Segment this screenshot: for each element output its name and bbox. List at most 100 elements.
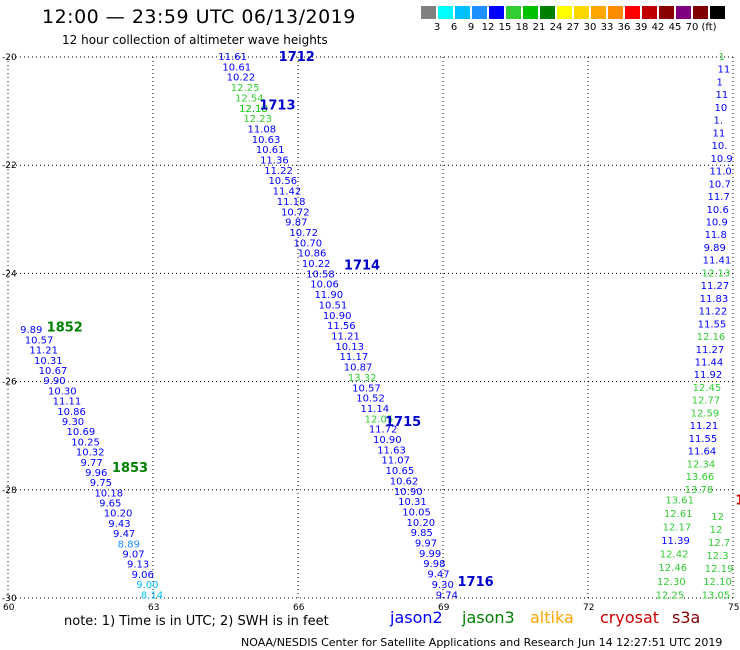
swh-value: 12.7 <box>708 538 730 549</box>
swh-value: 10.13 <box>335 342 364 353</box>
swh-value: 10.90 <box>394 487 423 498</box>
swh-value: 1. <box>714 116 724 127</box>
swh-value: 9.89 <box>20 325 42 336</box>
footer-credit: NOAA/NESDIS Center for Satellite Applica… <box>241 636 575 649</box>
lon-tick-label: 60 <box>3 603 15 613</box>
swh-value: 11 <box>718 65 731 76</box>
swh-value: 10 <box>715 103 728 114</box>
swh-value: 10.61 <box>222 62 251 73</box>
swh-value: 11.61 <box>218 52 247 63</box>
legend-label: 3 <box>433 22 441 33</box>
swh-value: 11.55 <box>689 434 718 445</box>
swh-value: 11 <box>713 128 726 139</box>
legend-label: 70 <box>685 22 699 33</box>
pass-label: 1712 <box>279 50 315 65</box>
satellite-name: altika <box>530 608 574 627</box>
swh-value: 10.57 <box>25 335 54 346</box>
legend-label: (ft) <box>701 22 717 33</box>
pass-label: 1852 <box>47 321 83 336</box>
swh-value: 13.66 <box>686 472 715 483</box>
swh-value: 11.08 <box>248 124 277 135</box>
swh-value: 10.72 <box>281 207 310 218</box>
swh-value: 10.90 <box>373 435 402 446</box>
swh-value: 11.42 <box>273 187 302 198</box>
legend-label: 33 <box>600 22 614 33</box>
legend-label: 24 <box>549 22 563 33</box>
swh-value: 11.63 <box>377 445 406 456</box>
swh-value: 9.74 <box>436 590 458 601</box>
footer-note: note: 1) Time is in UTC; 2) SWH is in fe… <box>64 614 329 629</box>
legend-swatch <box>472 6 488 19</box>
legend-label: 36 <box>617 22 631 33</box>
legend-swatch <box>523 6 539 19</box>
legend-label: 45 <box>668 22 682 33</box>
swh-value: 12.25 <box>231 83 260 94</box>
swh-value: 9.43 <box>108 519 130 530</box>
swh-value: 10.20 <box>406 518 435 529</box>
swh-value: 9.13 <box>127 560 149 571</box>
swh-value: 12.16 <box>697 332 726 343</box>
swh-value: 10.25 <box>71 437 100 448</box>
satellite-name: jason2 <box>390 608 443 627</box>
lat-tick-label: -26 <box>2 378 17 388</box>
swh-value: 10.87 <box>344 363 373 374</box>
legend-swatch <box>438 6 454 19</box>
swh-value: 10.86 <box>57 407 86 418</box>
swh-value: 12.45 <box>693 383 722 394</box>
pass-label: 1714 <box>344 258 380 273</box>
legend-swatch <box>421 6 437 19</box>
swh-value: 10.62 <box>390 476 419 487</box>
swh-value: 11.41 <box>703 256 732 267</box>
swh-value: 9.97 <box>415 539 437 550</box>
swh-value: 12.18 <box>239 104 268 115</box>
swh-value: 10.7 <box>709 179 731 190</box>
swh-value: 9.99 <box>419 549 441 560</box>
swh-value: 10.52 <box>356 394 385 405</box>
swh-value: 13.78 <box>685 485 714 496</box>
swh-value: 12.54 <box>235 93 264 104</box>
lon-tick-label: 66 <box>293 603 305 613</box>
swh-value: 9.47 <box>113 529 135 540</box>
lon-tick-label: 63 <box>148 603 159 613</box>
swh-value: 9.00 <box>136 580 158 591</box>
lat-tick-label: -22 <box>2 161 17 171</box>
legend-label: 30 <box>583 22 597 33</box>
swh-value: 11.44 <box>695 358 724 369</box>
swh-value: 1 <box>719 52 725 63</box>
legend-swatch <box>710 6 726 19</box>
swh-value: 11.7 <box>708 192 730 203</box>
swh-value: 10. <box>712 141 728 152</box>
swh-value: 9.96 <box>85 468 107 479</box>
swh-value: 9.77 <box>81 458 103 469</box>
swh-value: 13.05 <box>702 590 731 601</box>
swh-value: 10.70 <box>294 238 323 249</box>
pass-label: 1853 <box>112 461 148 476</box>
swh-value: 13.61 <box>665 496 694 507</box>
lon-tick-label: 69 <box>438 603 450 613</box>
swh-value: 11 <box>716 90 729 101</box>
legend-label: 6 <box>450 22 458 33</box>
swh-value: 12.23 <box>243 114 272 125</box>
swh-value: 11.11 <box>53 397 82 408</box>
swh-value: 11.56 <box>327 321 356 332</box>
swh-value: 11.22 <box>264 166 293 177</box>
swh-value: 12.19 <box>705 564 734 575</box>
swh-value: 9.98 <box>423 559 445 570</box>
pass-label: 1715 <box>385 415 421 430</box>
lon-tick-label: 75 <box>728 603 739 613</box>
swh-value: 10.56 <box>268 176 297 187</box>
legend-label: 27 <box>566 22 580 33</box>
map-title: 12:00 — 23:59 UTC 06/13/2019 <box>42 6 356 28</box>
swh-value: 11.64 <box>688 447 717 458</box>
legend-swatch <box>693 6 709 19</box>
swh-value: 10.18 <box>94 488 123 499</box>
swh-value: 10.90 <box>323 311 352 322</box>
satellite-name: cryosat <box>600 608 660 627</box>
swh-value: 12.3 <box>706 551 728 562</box>
satellite-name: s3a <box>672 608 701 627</box>
swh-value: 10.61 <box>256 145 285 156</box>
swh-value: 8.14 <box>141 590 163 601</box>
pass-label: 1713 <box>259 99 295 114</box>
swh-value: 12.30 <box>657 577 686 588</box>
pass-label: 14 <box>735 494 740 509</box>
